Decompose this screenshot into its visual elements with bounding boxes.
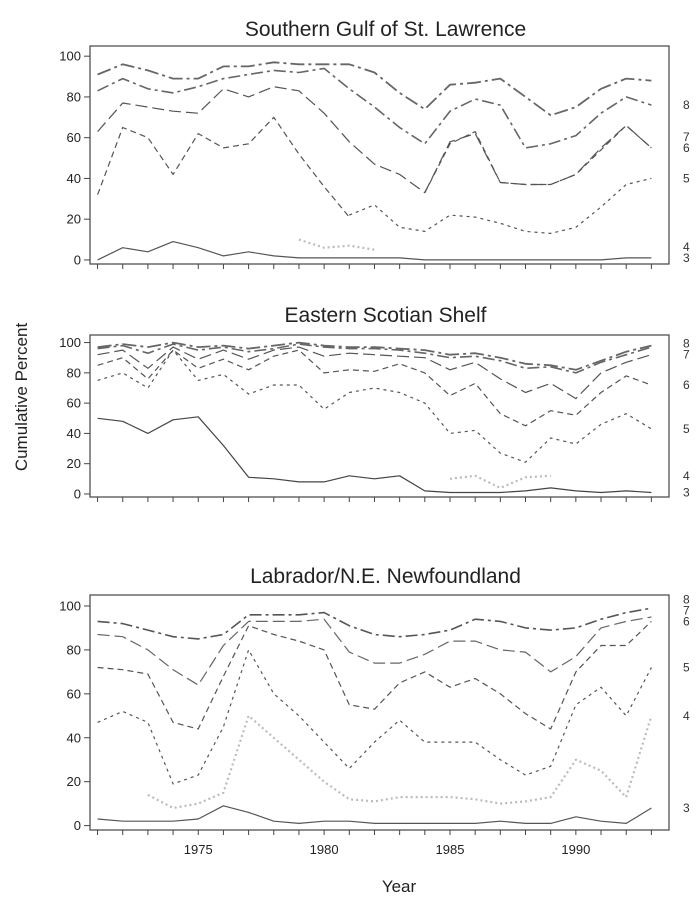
x-tick-label: 1990 — [561, 842, 590, 857]
y-tick-label: 0 — [74, 818, 81, 833]
y-tick-label: 20 — [67, 456, 81, 471]
series-line-4 — [449, 474, 551, 489]
x-axis: 1975 1980 1985 1990 — [97, 830, 652, 857]
y-tick-label: 40 — [67, 171, 81, 186]
series-label-8: 8 — [683, 337, 690, 351]
chart-title: Eastern Scotian Shelf — [285, 304, 487, 327]
x-tick-label: 1975 — [184, 842, 213, 857]
series-line-7 — [97, 346, 652, 400]
series-line-4 — [298, 238, 375, 251]
chart-panel-1: Southern Gulf of St. Lawrence 0 20 40 60 80 10… — [59, 18, 690, 269]
series-line-8 — [97, 343, 652, 374]
y-tick-label: 20 — [67, 774, 81, 789]
series-label-6: 6 — [683, 141, 690, 155]
series-label-3: 3 — [683, 251, 690, 265]
y-tick-label: 40 — [67, 426, 81, 441]
y-tick-label: 0 — [74, 486, 81, 501]
series-label-3: 3 — [683, 801, 690, 815]
series-label-7: 7 — [683, 603, 690, 617]
chart-panel-3: Labrador/N.E. Newfoundland 0 20 40 60 80 100 19… — [59, 565, 690, 857]
series-label-5: 5 — [683, 171, 690, 185]
y-tick-label: 100 — [59, 598, 81, 613]
series-line-7 — [97, 616, 652, 686]
series-label-7: 7 — [683, 130, 690, 144]
series-label-7: 7 — [683, 348, 690, 362]
series-line-4 — [147, 714, 653, 810]
chart-panel-2: Eastern Scotian Shelf 0 20 40 60 80 100 3 4 5 6 78 — [59, 304, 690, 502]
series-label-3: 3 — [683, 485, 690, 499]
y-tick-label: 80 — [67, 89, 81, 104]
series-label-8: 8 — [683, 98, 690, 112]
y-tick-label: 100 — [59, 49, 81, 64]
series-label-5: 5 — [683, 422, 690, 436]
x-axis — [97, 264, 652, 269]
series-line-3 — [97, 805, 652, 824]
series-label-8: 8 — [683, 592, 690, 606]
series-line-8 — [97, 67, 652, 149]
plot-frame — [89, 45, 670, 265]
y-tick-label: 60 — [67, 130, 81, 145]
series-line-3 — [97, 241, 652, 261]
series-label-4: 4 — [683, 709, 690, 723]
series-line-7 — [97, 86, 652, 194]
chart-title: Labrador/N.E. Newfoundland — [250, 565, 521, 588]
y-tick-label: 40 — [67, 730, 81, 745]
y-tick-label: 20 — [67, 212, 81, 227]
series-line-top — [97, 341, 652, 371]
series-label-4: 4 — [683, 469, 690, 483]
x-tick-label: 1985 — [436, 842, 465, 857]
chart-title: Southern Gulf of St. Lawrence — [245, 18, 526, 41]
y-tick-label: 80 — [67, 365, 81, 380]
series-line-6 — [97, 116, 652, 218]
series-label-5: 5 — [683, 660, 690, 674]
series-line-5 — [97, 349, 652, 463]
y-axis: 0 20 40 60 80 100 — [59, 598, 90, 833]
series-label-6: 6 — [683, 614, 690, 628]
y-axis: 0 20 40 60 80 100 — [59, 49, 90, 267]
series-label-4: 4 — [683, 240, 690, 254]
series-line-5 — [97, 649, 652, 785]
series-line-6 — [97, 620, 652, 730]
plot-frame — [89, 334, 670, 498]
y-axis: 0 20 40 60 80 100 — [59, 335, 90, 501]
y-tick-label: 80 — [67, 642, 81, 657]
x-tick-label: 1980 — [310, 842, 339, 857]
series-line-3 — [97, 416, 652, 494]
x-axis — [97, 497, 652, 502]
y-tick-label: 0 — [74, 252, 81, 267]
y-tick-label: 60 — [67, 396, 81, 411]
series-line-5 — [349, 177, 652, 234]
series-line-6 — [97, 349, 652, 427]
y-tick-label: 60 — [67, 686, 81, 701]
x-axis-label: Year — [382, 877, 417, 896]
series-label-6: 6 — [683, 378, 690, 392]
y-axis-label: Cumulative Percent — [12, 323, 31, 472]
plot-frame — [89, 594, 670, 831]
series-line-8 — [97, 607, 652, 640]
y-tick-label: 100 — [59, 335, 81, 350]
series-line-top — [97, 61, 652, 117]
